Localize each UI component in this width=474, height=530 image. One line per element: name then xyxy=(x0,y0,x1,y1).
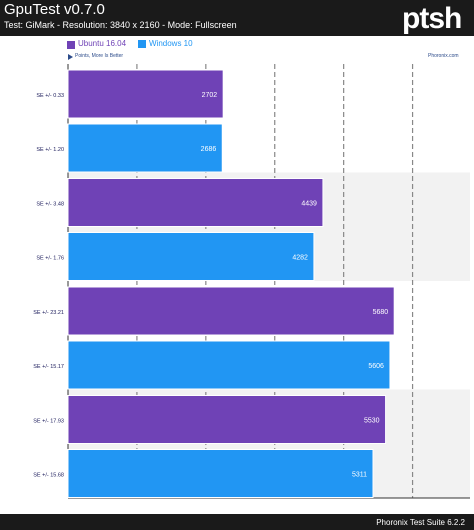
arrow-right-icon xyxy=(68,54,73,60)
bar-se-label: SE +/- 1.20 xyxy=(36,147,64,153)
x-tick-label: 1200 xyxy=(128,502,146,511)
bar xyxy=(67,340,391,390)
bar xyxy=(67,232,315,281)
more-is-better-note: Points, More Is Better xyxy=(75,53,124,59)
site-label: Phoronix.com xyxy=(428,53,459,59)
bar-value-label: 5530 xyxy=(364,418,380,425)
bar-value-label: 5311 xyxy=(352,472,367,479)
header-bar xyxy=(0,0,474,36)
x-tick-label: 3600 xyxy=(266,502,284,511)
bar-se-label: SE +/- 3.48 xyxy=(36,202,64,208)
x-tick-label: 6000 xyxy=(404,502,422,511)
x-tick-label: 4800 xyxy=(335,502,353,511)
bar xyxy=(67,69,224,119)
bar xyxy=(67,178,324,227)
bar xyxy=(67,395,387,444)
chart-subtitle: Test: GiMark - Resolution: 3840 x 2160 -… xyxy=(4,20,237,30)
chart-title: GpuTest v0.7.0 xyxy=(4,1,105,18)
bar xyxy=(67,286,395,336)
bar-se-label: SE +/- 15.17 xyxy=(33,364,64,370)
bar-value-label: 2686 xyxy=(201,146,217,153)
footer-bar xyxy=(0,514,474,530)
bar xyxy=(67,123,223,173)
bar xyxy=(67,449,374,498)
pts-logo-icon: ptsh xyxy=(402,2,462,34)
bar-se-label: SE +/- 17.93 xyxy=(33,419,64,425)
bar-value-label: 2702 xyxy=(202,92,218,99)
legend-swatch-ubuntu xyxy=(66,40,76,50)
bar-value-label: 4282 xyxy=(292,255,308,262)
bar-value-label: 5606 xyxy=(368,363,384,370)
suite-version-label: Phoronix Test Suite 6.2.2 xyxy=(376,518,465,527)
bar-se-label: SE +/- 0.33 xyxy=(36,93,64,99)
bar-se-label: SE +/- 15.68 xyxy=(33,473,64,479)
x-tick-label: 2400 xyxy=(197,502,215,511)
legend-label-windows: Windows 10 xyxy=(149,39,193,48)
legend-swatch-windows xyxy=(138,40,146,48)
pts-logo-text: ptsh xyxy=(402,2,461,34)
bar-se-label: SE +/- 1.76 xyxy=(36,256,64,262)
legend-label-ubuntu: Ubuntu 16.04 xyxy=(78,39,127,48)
bar-value-label: 5680 xyxy=(373,309,389,316)
bar-value-label: 4439 xyxy=(301,201,317,208)
bar-se-label: SE +/- 23.21 xyxy=(33,310,64,316)
